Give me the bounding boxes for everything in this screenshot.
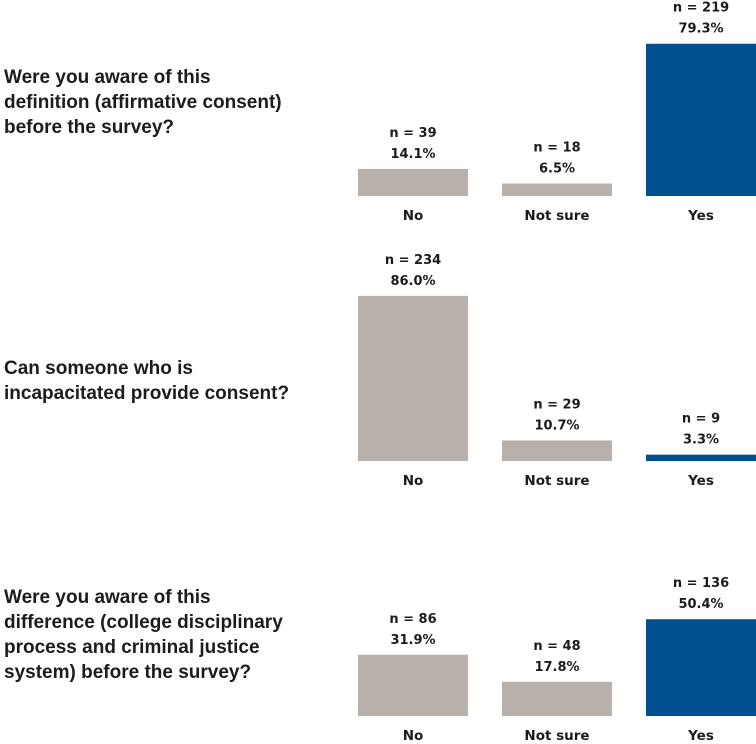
bar-yes — [646, 454, 756, 461]
chart-panel-2: 86.0% n = 234 No 10.7% n = 29 Not sure 3.3% n =… — [358, 253, 756, 489]
category-label: Yes — [687, 728, 714, 744]
data-label-percent: 86.0% — [390, 274, 435, 289]
question-2: Can someone who is incapacitated provide… — [4, 358, 290, 404]
category-label: No — [403, 208, 424, 224]
bar-not-sure — [502, 183, 612, 196]
category-label: Yes — [687, 473, 714, 489]
chart-panel-1: 14.1% n = 39 No 6.5% n = 18 Not sure 79.3% n = … — [358, 1, 756, 224]
category-label: Not sure — [524, 473, 589, 489]
data-label-percent: 79.3% — [678, 22, 723, 37]
bar-no — [358, 654, 468, 716]
bar-yes — [646, 43, 756, 196]
bar-not-sure — [502, 681, 612, 716]
bar-yes — [646, 619, 756, 716]
data-label-percent: 6.5% — [539, 162, 575, 177]
data-label-n: n = 234 — [385, 253, 441, 268]
category-label: Not sure — [524, 208, 589, 224]
bar-no — [358, 168, 468, 196]
data-label-percent: 14.1% — [390, 147, 435, 162]
data-label-n: n = 9 — [682, 412, 720, 427]
data-label-n: n = 39 — [389, 126, 436, 141]
data-label-n: n = 18 — [533, 141, 580, 156]
data-label-percent: 31.9% — [390, 633, 435, 648]
question-1: Were you aware of this definition (affir… — [4, 67, 282, 138]
data-label-n: n = 136 — [673, 576, 729, 591]
data-label-n: n = 29 — [533, 397, 580, 412]
data-label-percent: 10.7% — [534, 418, 579, 433]
data-label-percent: 3.3% — [683, 433, 719, 448]
chart-panel-3: 31.9% n = 86 No 17.8% n = 48 Not sure 50.4% n =… — [358, 576, 756, 744]
bar-not-sure — [502, 440, 612, 461]
category-label: No — [403, 473, 424, 489]
question-3: Were you aware of this difference (colle… — [4, 587, 283, 683]
category-label: No — [403, 728, 424, 744]
data-label-percent: 50.4% — [678, 597, 723, 612]
bar-no — [358, 295, 468, 461]
category-label: Yes — [687, 208, 714, 224]
data-label-percent: 17.8% — [534, 660, 579, 675]
category-label: Not sure — [524, 728, 589, 744]
data-label-n: n = 86 — [389, 612, 436, 627]
data-label-n: n = 48 — [533, 639, 580, 654]
data-label-n: n = 219 — [673, 1, 729, 16]
